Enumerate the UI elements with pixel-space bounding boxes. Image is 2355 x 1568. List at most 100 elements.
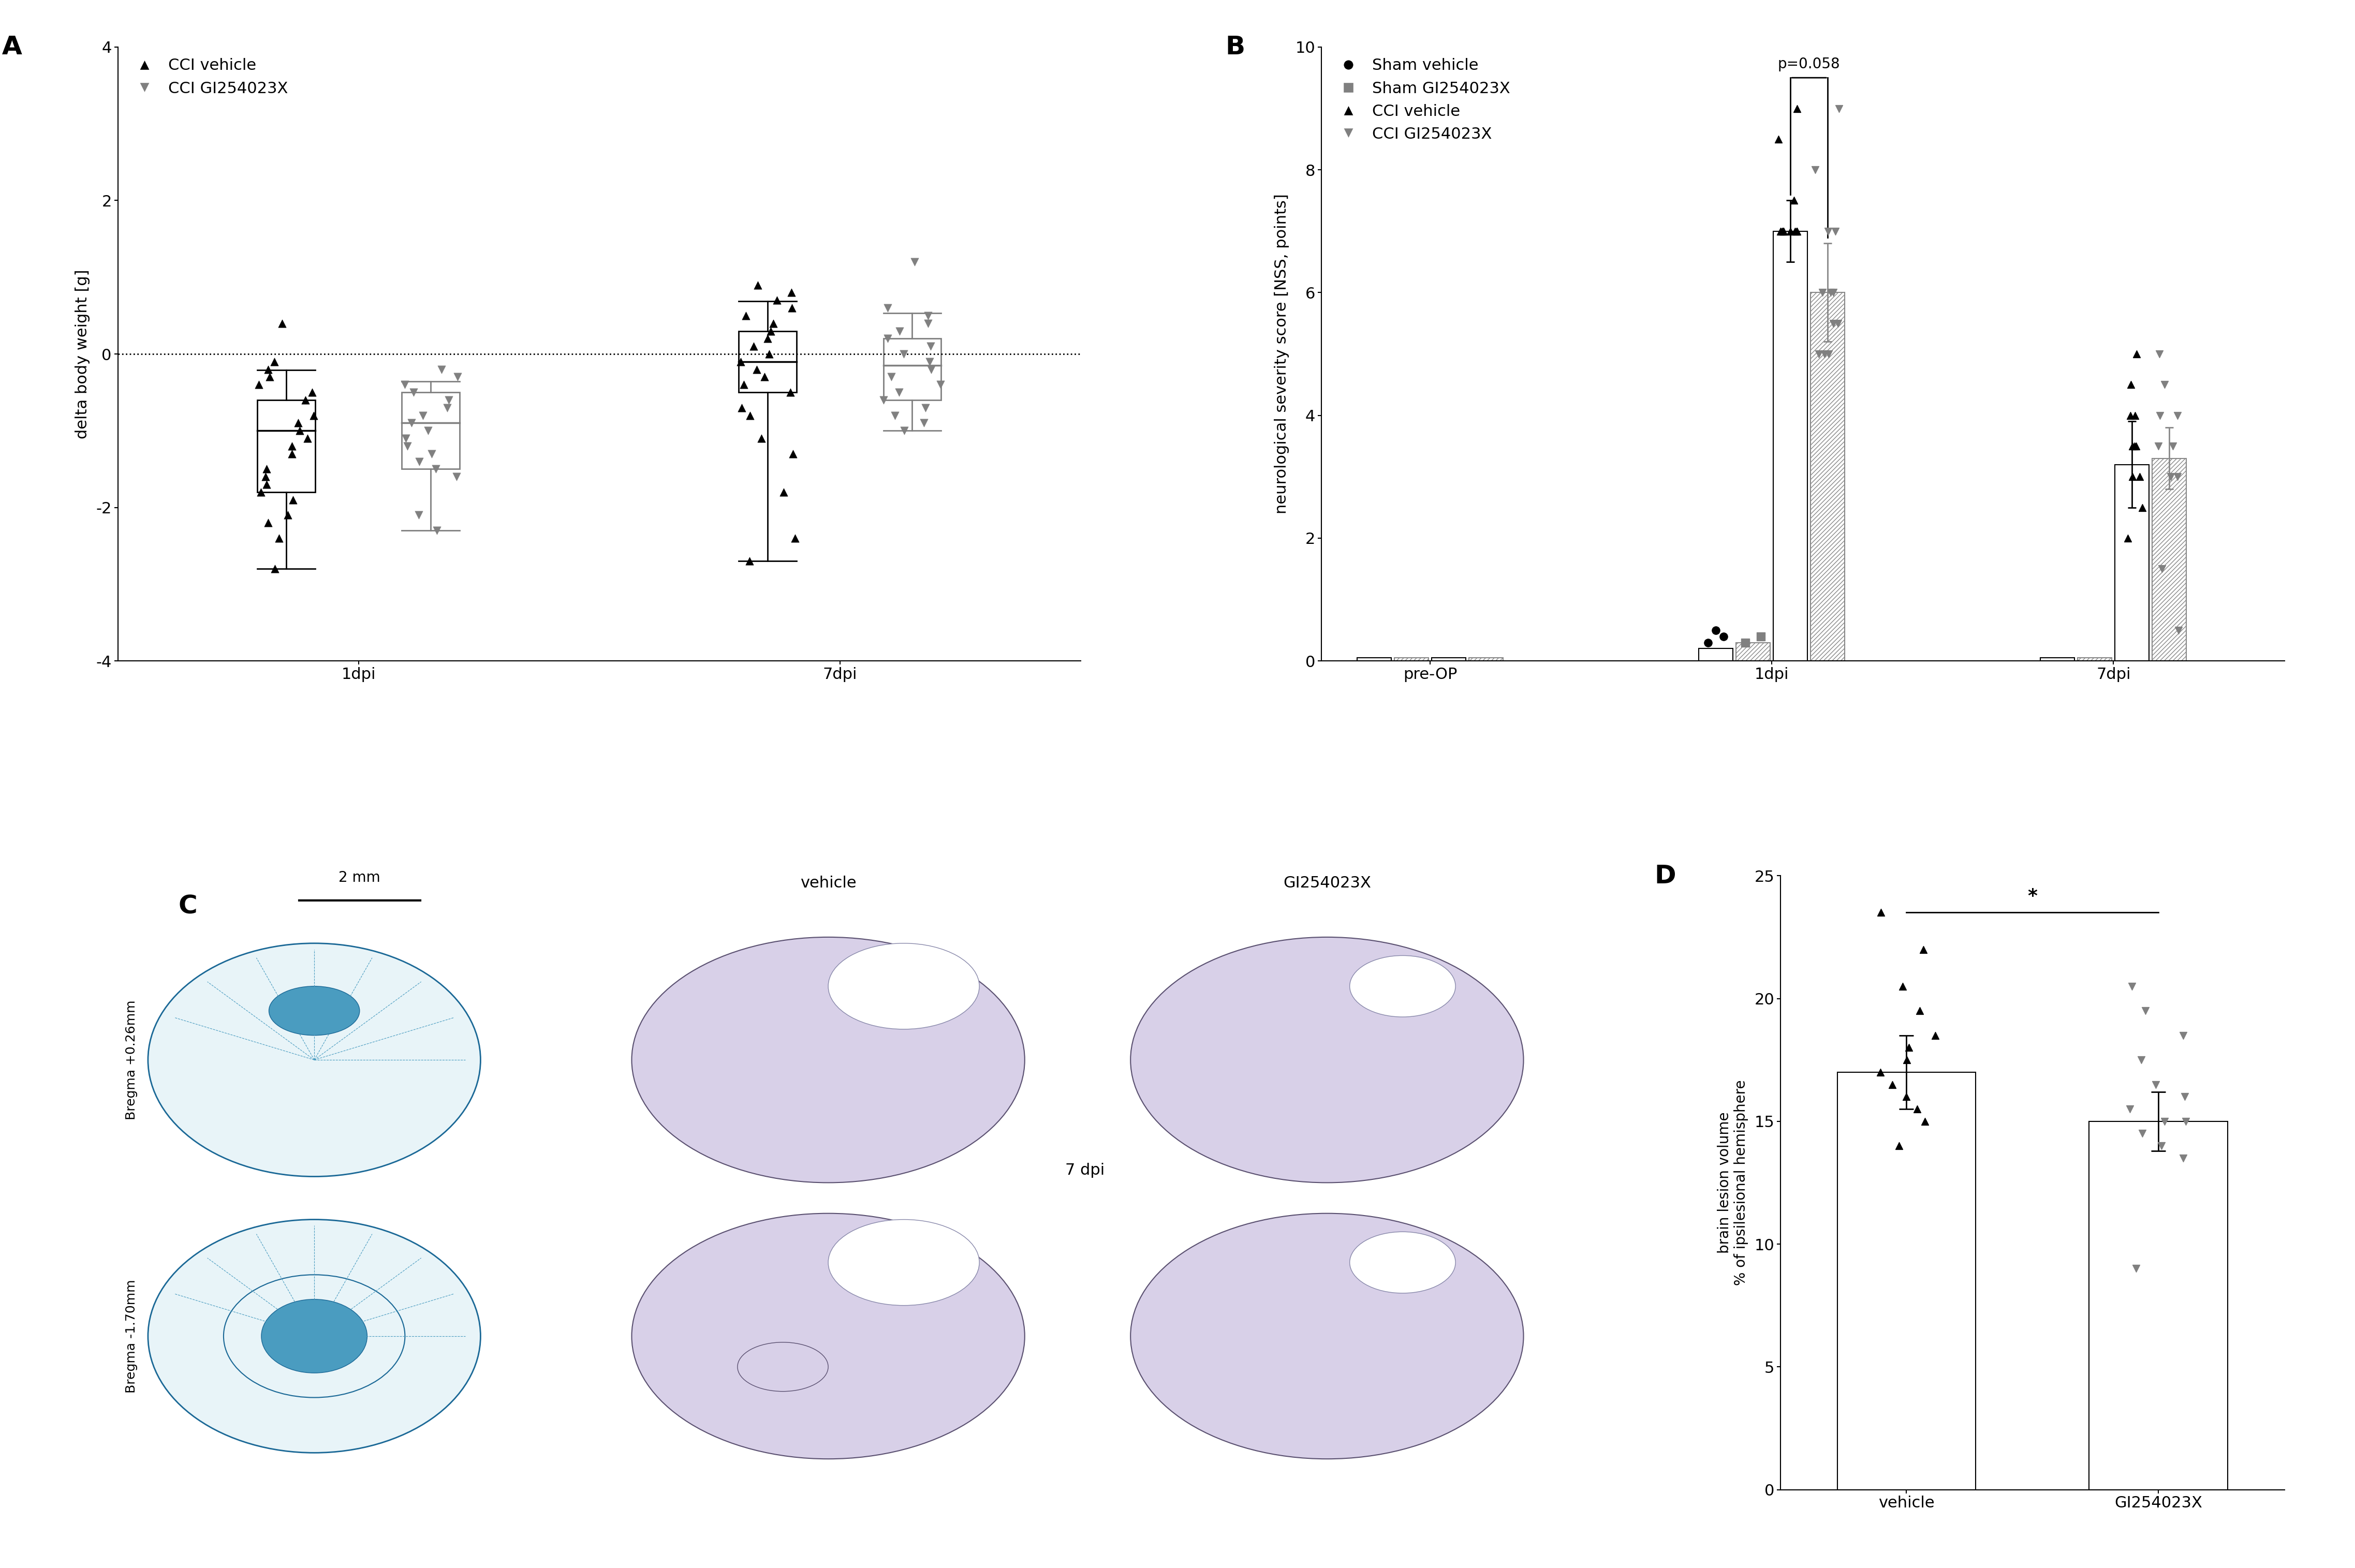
Point	[429, 387, 466, 412]
Point	[2124, 1121, 2162, 1146]
Point	[1816, 218, 1853, 243]
Point	[909, 303, 947, 328]
Point	[2117, 433, 2155, 458]
Point	[412, 441, 450, 466]
Point	[2141, 403, 2178, 428]
Point	[2122, 464, 2160, 489]
Point	[294, 379, 332, 405]
Point	[422, 358, 459, 383]
Y-axis label: brain lesion volume
% of ipsilesional hemisphere: brain lesion volume % of ipsilesional he…	[1717, 1080, 1747, 1286]
Ellipse shape	[268, 986, 360, 1035]
Point	[1891, 1035, 1929, 1060]
Point	[1778, 96, 1816, 121]
Point	[2145, 372, 2183, 397]
Ellipse shape	[1130, 1214, 1524, 1458]
Point	[1804, 281, 1842, 306]
Point	[747, 364, 784, 389]
Point	[2117, 342, 2155, 367]
Text: 7 dpi: 7 dpi	[1064, 1163, 1104, 1178]
Bar	[1470, 659, 1502, 660]
Point	[1764, 218, 1802, 243]
Point	[1900, 999, 1938, 1024]
Bar	[1811, 293, 1844, 660]
Point	[2115, 433, 2152, 458]
Bar	[1432, 659, 1465, 660]
Point	[735, 334, 772, 359]
Point	[268, 503, 306, 528]
Point	[290, 426, 327, 452]
Point	[772, 281, 810, 306]
Text: p=0.058: p=0.058	[1778, 56, 1839, 72]
Point	[386, 426, 424, 452]
Point	[1813, 310, 1851, 336]
Point	[1698, 618, 1736, 643]
Point	[2108, 525, 2145, 550]
Point	[909, 310, 947, 336]
Point	[264, 310, 301, 336]
Point	[751, 318, 789, 343]
Point	[2117, 1256, 2155, 1281]
Point	[1813, 281, 1851, 306]
Point	[417, 456, 455, 481]
Point	[438, 464, 476, 489]
Point	[2115, 433, 2152, 458]
Point	[1820, 96, 1858, 121]
Bar	[1837, 1073, 1976, 1490]
Point	[1917, 1022, 1955, 1047]
Text: *: *	[2028, 887, 2037, 905]
Text: Bregma +0.26mm: Bregma +0.26mm	[125, 1000, 137, 1120]
Bar	[2115, 464, 2150, 660]
Point	[247, 472, 285, 497]
Point	[1776, 218, 1813, 243]
Point	[1764, 218, 1802, 243]
Point	[1705, 624, 1743, 649]
Point	[429, 395, 466, 420]
Point	[250, 364, 287, 389]
Point	[1905, 936, 1943, 961]
Point	[2167, 1083, 2204, 1109]
Bar	[257, 400, 316, 492]
Point	[921, 372, 958, 397]
Legend: Sham vehicle, Sham GI254023X, CCI vehicle, CCI GI254023X: Sham vehicle, Sham GI254023X, CCI vehicl…	[1328, 55, 1514, 144]
Point	[739, 273, 777, 298]
Point	[2112, 403, 2150, 428]
Ellipse shape	[631, 1214, 1024, 1458]
Text: A: A	[2, 34, 21, 60]
Point	[2164, 1146, 2202, 1171]
Point	[885, 419, 923, 444]
Ellipse shape	[148, 1220, 480, 1454]
Point	[2115, 464, 2152, 489]
Point	[1776, 188, 1813, 213]
Point	[280, 419, 318, 444]
Point	[280, 411, 318, 436]
Point	[1771, 218, 1809, 243]
Point	[405, 403, 443, 428]
Point	[2141, 342, 2178, 367]
Point	[911, 358, 949, 383]
Point	[243, 480, 280, 505]
Point	[869, 326, 907, 351]
Point	[2112, 974, 2150, 999]
Ellipse shape	[1349, 955, 1455, 1018]
Text: A: A	[2, 34, 21, 60]
Point	[294, 403, 332, 428]
Point	[2155, 433, 2193, 458]
Point	[2145, 1109, 2183, 1134]
Point	[1879, 1134, 1917, 1159]
Ellipse shape	[829, 1220, 980, 1306]
Point	[2136, 1073, 2174, 1098]
Point	[247, 456, 285, 481]
Ellipse shape	[829, 944, 980, 1029]
Point	[419, 517, 457, 543]
Bar	[739, 331, 796, 392]
Point	[1809, 218, 1846, 243]
Text: 2 mm: 2 mm	[339, 870, 382, 884]
Legend: CCI vehicle, CCI GI254023X: CCI vehicle, CCI GI254023X	[125, 55, 292, 99]
Point	[876, 403, 914, 428]
Point	[754, 310, 791, 336]
Point	[869, 295, 907, 320]
Ellipse shape	[631, 938, 1024, 1182]
Point	[2117, 403, 2155, 428]
Point	[1806, 342, 1844, 367]
Ellipse shape	[148, 944, 480, 1176]
